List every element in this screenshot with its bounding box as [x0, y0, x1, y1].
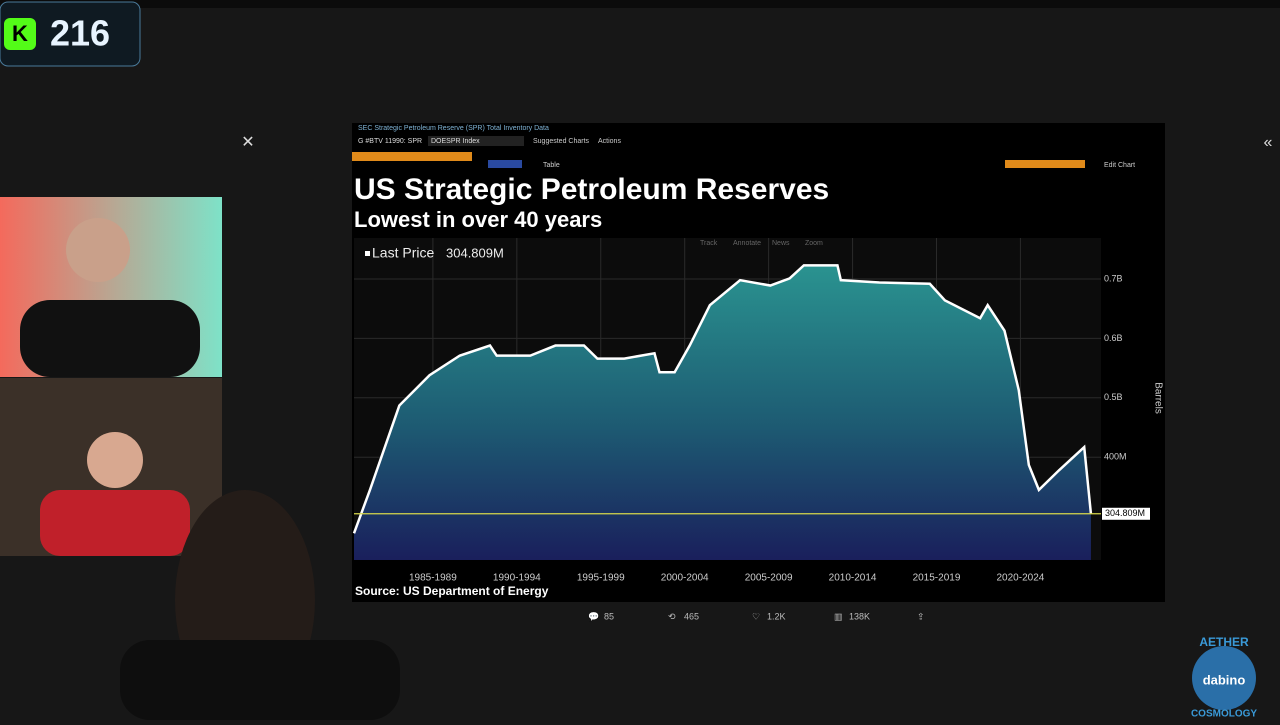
views: 138K [849, 611, 870, 621]
x-tick-label: 2005-2009 [745, 573, 793, 584]
last-price-label: 304.809M [1105, 508, 1145, 518]
menu-item[interactable]: Suggested Charts [533, 138, 590, 145]
x-tick-label: 1985-1989 [409, 573, 457, 584]
watermark-logo: dabino [1203, 672, 1246, 687]
person [87, 432, 143, 488]
person [40, 490, 190, 556]
line [352, 264, 1093, 534]
tool[interactable]: Zoom [805, 240, 823, 247]
top-bar [0, 0, 1280, 8]
y-tick-label: 0.5B [1104, 392, 1123, 402]
period-button[interactable] [488, 160, 522, 168]
security-field[interactable] [428, 136, 524, 146]
x-tick-label: 1990-1994 [493, 573, 541, 584]
counter: 216 [50, 13, 110, 54]
menu-item[interactable]: Actions [598, 138, 621, 145]
x-tick-label: 2020-2024 [997, 573, 1045, 584]
terminal-header: SEC Strategic Petroleum Reserve (SPR) To… [358, 125, 549, 132]
watermark-top: AETHER [1199, 635, 1249, 649]
watermark-bottom: COSMOLOGY [1191, 709, 1257, 720]
security: DOESPR Index [431, 138, 480, 145]
logo [1192, 646, 1256, 710]
share-icon[interactable]: ⇪ [917, 611, 925, 621]
edit-chart[interactable]: Edit Chart [1104, 162, 1135, 169]
y-tick-label: 0.6B [1104, 333, 1123, 343]
legend-swatch [365, 251, 370, 256]
streamer [120, 640, 400, 720]
counter-box [0, 1, 141, 67]
views-icon[interactable]: ▥ [834, 611, 843, 621]
reply-icon[interactable]: 💬 [588, 610, 599, 621]
reposts: 465 [684, 611, 699, 621]
y-tick-label: 400M [1104, 452, 1127, 462]
table-button[interactable]: Table [543, 162, 560, 169]
chart-subtitle: Lowest in over 40 years [354, 207, 602, 232]
like-icon[interactable]: ♡ [752, 611, 760, 621]
person [20, 300, 200, 377]
chart-title: US Strategic Petroleum Reserves [354, 173, 829, 206]
area [354, 265, 1091, 560]
badge [4, 18, 36, 50]
badge-text: K [12, 21, 28, 46]
legend-label: Last Price [372, 245, 434, 261]
collapse-button[interactable]: « [1264, 134, 1273, 151]
last-price-box [1102, 507, 1150, 520]
post-stats: 💬 85 ⟲ 465 ♡ 1.2K ▥ 138K ⇪ [588, 610, 925, 621]
likes: 1.2K [767, 611, 786, 621]
x-tick-label: 2000-2004 [661, 573, 709, 584]
ticker: G #BTV 11990: SPR [358, 138, 422, 145]
replies: 85 [604, 611, 614, 621]
close-button[interactable]: ✕ [241, 134, 254, 151]
tool[interactable]: Annotate [733, 240, 761, 247]
toolbar-field[interactable] [1005, 160, 1085, 168]
x-tick-label: 2010-2014 [829, 573, 877, 584]
date-field[interactable] [352, 152, 472, 161]
y-tick-label: 0.7B [1104, 273, 1123, 283]
x-tick-label: 2015-2019 [913, 573, 961, 584]
source: Source: US Department of Energy [355, 584, 549, 598]
y-axis-label: Barrels [1152, 382, 1163, 414]
person [66, 218, 130, 282]
x-tick-label: 1995-1999 [577, 573, 625, 584]
repost-icon[interactable]: ⟲ [668, 611, 676, 621]
tool[interactable]: News [772, 240, 790, 247]
legend-value: 304.809M [446, 245, 504, 260]
tool[interactable]: Track [700, 240, 718, 247]
